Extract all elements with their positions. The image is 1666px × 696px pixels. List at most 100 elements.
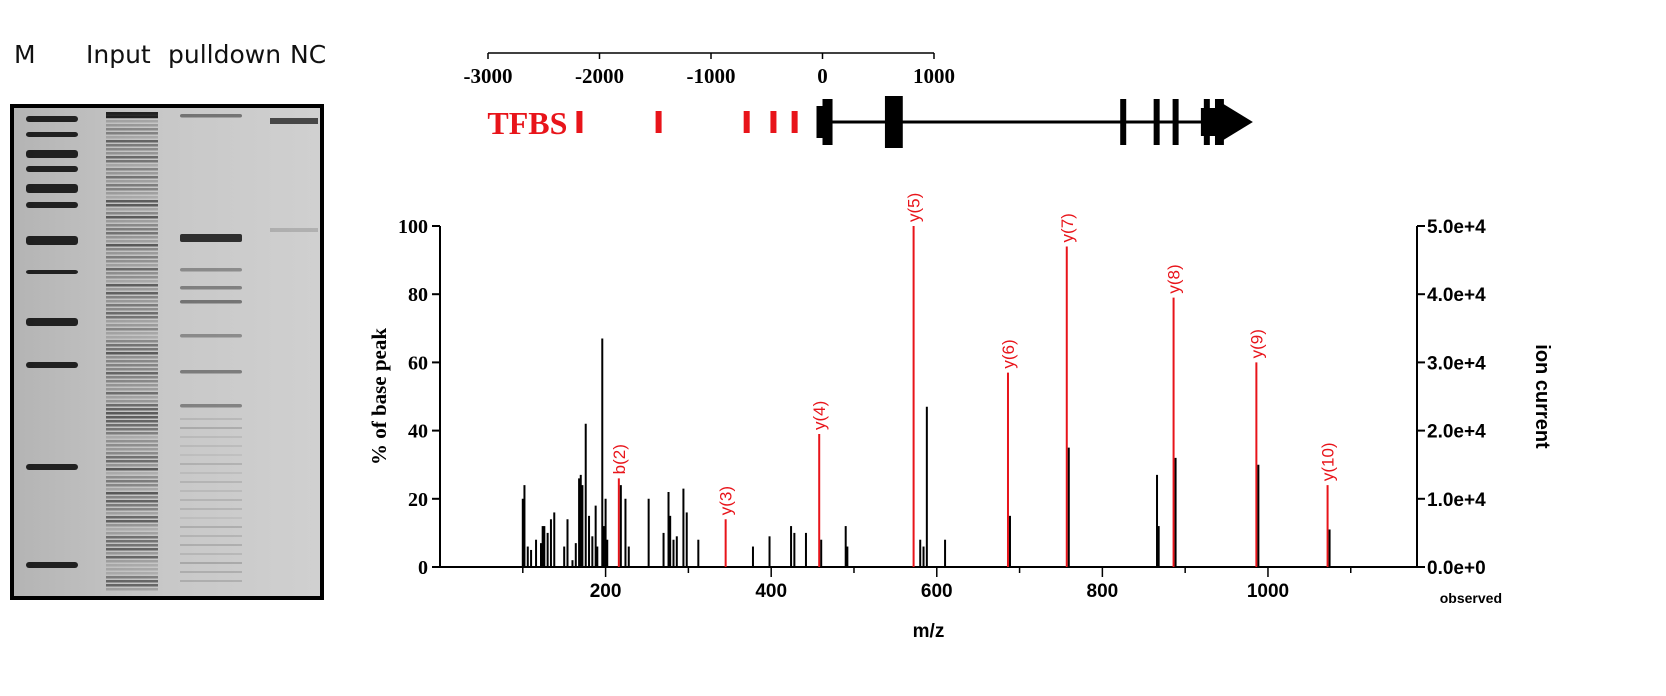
gene-axis-tick-label: 1000 bbox=[913, 64, 955, 88]
pulldown-band bbox=[180, 562, 242, 564]
gene-map-drawing: -3000 -2000 -1000 0 1000 TFBS bbox=[464, 52, 1253, 148]
input-band bbox=[106, 288, 158, 291]
pulldown-band bbox=[180, 526, 242, 528]
input-band bbox=[106, 308, 158, 311]
x-axis-title: m/z bbox=[913, 621, 945, 642]
input-band bbox=[106, 336, 158, 339]
input-band bbox=[106, 340, 158, 343]
marker-band bbox=[26, 362, 78, 368]
pulldown-band bbox=[180, 445, 242, 447]
input-band bbox=[106, 140, 158, 143]
pulldown-band bbox=[180, 553, 242, 555]
x-tick-label: 800 bbox=[1087, 581, 1119, 602]
pulldown-band bbox=[180, 463, 242, 465]
input-band bbox=[106, 540, 158, 543]
input-band bbox=[106, 524, 158, 527]
tfbs-mark bbox=[655, 111, 662, 133]
pulldown-band bbox=[180, 517, 242, 519]
input-band bbox=[106, 164, 158, 167]
y-tick-label: 0 bbox=[418, 557, 428, 579]
y2-tick-label: 1.0e+4 bbox=[1427, 490, 1486, 511]
input-band bbox=[106, 212, 158, 215]
input-band bbox=[106, 448, 158, 451]
x-tick-label: 400 bbox=[755, 581, 787, 602]
input-band bbox=[106, 252, 158, 255]
lane-label-nc: NC bbox=[290, 40, 327, 69]
pulldown-band bbox=[180, 499, 242, 501]
input-band bbox=[106, 304, 158, 307]
input-band bbox=[106, 208, 158, 211]
fragment-label: y(3) bbox=[717, 486, 736, 515]
input-band bbox=[106, 148, 158, 151]
gene-exon bbox=[1120, 99, 1127, 145]
input-band bbox=[106, 464, 158, 467]
input-band bbox=[106, 468, 158, 471]
input-band bbox=[106, 492, 158, 495]
input-band bbox=[106, 488, 158, 491]
gene-exon bbox=[816, 106, 825, 138]
y-axis-title: % of base peak bbox=[367, 328, 391, 465]
input-band bbox=[106, 372, 158, 375]
input-band bbox=[106, 508, 158, 511]
input-band bbox=[106, 248, 158, 251]
tfbs-label: TFBS bbox=[487, 105, 567, 141]
nc-band bbox=[270, 118, 318, 124]
lane-label-pulldown: pulldown bbox=[168, 40, 282, 69]
input-band bbox=[106, 196, 158, 199]
y2-tick-label: 3.0e+4 bbox=[1427, 353, 1486, 374]
input-band bbox=[106, 204, 158, 207]
fragment-label: y(6) bbox=[999, 339, 1018, 368]
pulldown-band bbox=[180, 544, 242, 546]
pulldown-band bbox=[180, 490, 242, 492]
fragment-label: y(4) bbox=[810, 401, 829, 430]
x-tick-label: 600 bbox=[921, 581, 953, 602]
gene-exon bbox=[1153, 99, 1160, 145]
input-band bbox=[106, 568, 158, 571]
fragment-label: y(5) bbox=[905, 193, 924, 222]
pulldown-band bbox=[180, 571, 242, 573]
pulldown-band bbox=[180, 370, 242, 374]
input-band bbox=[106, 228, 158, 231]
pulldown-band bbox=[180, 472, 242, 474]
nc-band bbox=[270, 228, 318, 232]
input-band bbox=[106, 424, 158, 427]
input-band bbox=[106, 244, 158, 247]
input-band bbox=[106, 560, 158, 563]
input-band bbox=[106, 408, 158, 411]
input-band bbox=[106, 356, 158, 359]
gene-axis-tick-label: -3000 bbox=[464, 64, 513, 88]
input-band bbox=[106, 544, 158, 547]
input-band bbox=[106, 452, 158, 455]
marker-band bbox=[26, 270, 78, 274]
gene-exon bbox=[822, 99, 833, 145]
marker-band bbox=[26, 318, 78, 326]
input-band bbox=[106, 412, 158, 415]
y-tick-label: 40 bbox=[408, 421, 428, 443]
input-band bbox=[106, 120, 158, 123]
input-band bbox=[106, 436, 158, 439]
input-band bbox=[106, 444, 158, 447]
input-band bbox=[106, 516, 158, 519]
input-band bbox=[106, 224, 158, 227]
input-band bbox=[106, 496, 158, 499]
input-band bbox=[106, 128, 158, 131]
input-band bbox=[106, 240, 158, 243]
input-band bbox=[106, 264, 158, 267]
tfbs-mark bbox=[770, 111, 777, 133]
y2-axis-title: ion current bbox=[1531, 344, 1553, 449]
input-band bbox=[106, 188, 158, 191]
marker-band bbox=[26, 562, 78, 568]
input-band bbox=[106, 348, 158, 351]
pulldown-band bbox=[180, 508, 242, 510]
input-band bbox=[106, 132, 158, 135]
input-band bbox=[106, 272, 158, 275]
input-band bbox=[106, 504, 158, 507]
x-tick-label: 200 bbox=[590, 581, 622, 602]
input-band bbox=[106, 292, 158, 295]
input-band bbox=[106, 484, 158, 487]
input-band bbox=[106, 156, 158, 159]
input-band bbox=[106, 180, 158, 183]
input-band bbox=[106, 296, 158, 299]
pulldown-band bbox=[180, 404, 242, 408]
input-band bbox=[106, 192, 158, 195]
